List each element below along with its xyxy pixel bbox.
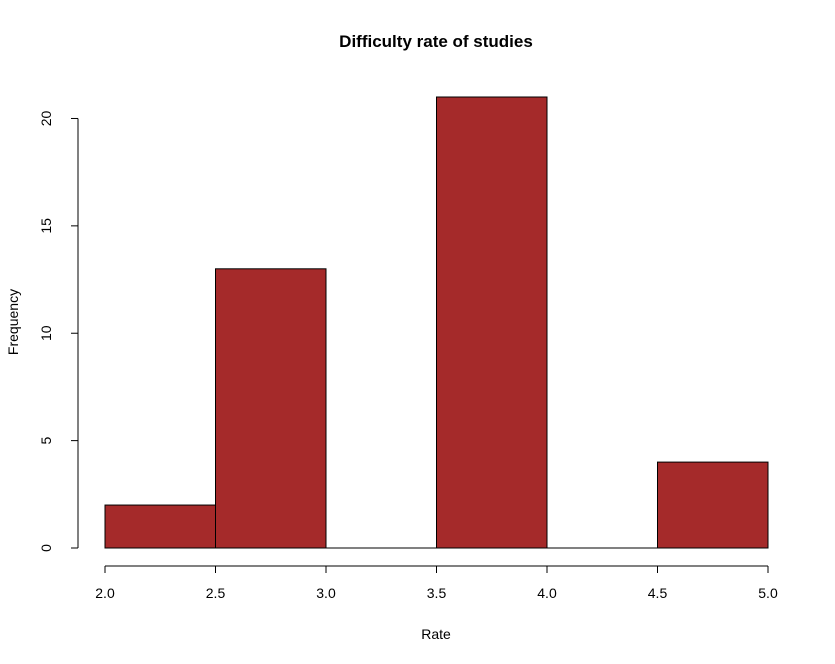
histogram-bar (657, 461, 769, 549)
x-tick-label: 3.5 (427, 585, 447, 601)
y-tick-label: 5 (38, 437, 54, 445)
chart-title: Difficulty rate of studies (339, 32, 533, 51)
x-tick-label: 2.5 (206, 585, 226, 601)
y-tick-label: 20 (38, 110, 54, 126)
histogram-bar (436, 96, 548, 549)
y-axis-label: Frequency (5, 289, 21, 355)
x-tick-label: 5.0 (758, 585, 778, 601)
bars-group (104, 96, 769, 549)
x-tick-label: 4.5 (648, 585, 668, 601)
x-axis: 2.0 2.5 3.0 3.5 4.0 4.5 5.0 (95, 565, 778, 601)
y-tick-label: 10 (38, 325, 54, 341)
x-tick-label: 2.0 (95, 585, 115, 601)
y-tick-label: 0 (38, 544, 54, 552)
x-tick-label: 3.0 (316, 585, 336, 601)
y-axis: 0 5 10 15 20 (38, 110, 79, 552)
histogram-bar (104, 504, 216, 549)
x-axis-label: Rate (421, 626, 451, 642)
x-tick-label: 4.0 (537, 585, 557, 601)
histogram-bar (215, 268, 327, 549)
y-tick-label: 15 (38, 218, 54, 234)
